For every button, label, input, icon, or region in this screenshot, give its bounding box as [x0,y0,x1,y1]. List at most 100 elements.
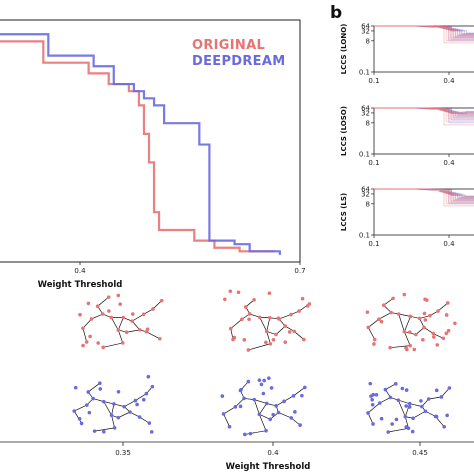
y-tick-label: 32 [361,109,370,117]
lccs-curve [374,107,474,121]
network-node [291,394,296,398]
network-edge [117,317,124,331]
network-edge [412,410,426,419]
lccs-curve [374,188,474,202]
network-edge [368,318,380,328]
y-tick-label: 64 [361,105,370,113]
y-tick-label: 8 [366,119,370,127]
network-edge [118,411,131,418]
network-node [137,415,142,419]
network-node [98,381,102,386]
network-node [388,345,392,350]
lccs-panel-frame [373,25,474,73]
network-edge [409,403,422,407]
series-line-original [0,40,275,253]
network-grid [72,289,457,437]
network-x-axis-label: Weight Threshold [226,462,311,472]
network-node [428,313,432,318]
lccs-curve [374,188,474,199]
network-node [421,337,425,342]
network-node [410,429,415,434]
network-node [259,382,264,387]
network-node [79,421,84,426]
network-node [78,312,82,317]
network-node [86,390,91,394]
network-node [109,413,114,418]
lccs-curve [374,188,474,198]
network-node [396,312,401,316]
network-node [426,397,431,401]
network-thumbnail [365,292,457,352]
network-node [262,378,266,383]
network-node [86,301,91,306]
network-edge [103,342,123,348]
network-edge [367,327,376,340]
panel-b-letter: b [330,3,342,23]
network-edge [259,414,267,431]
network-node [240,317,244,322]
network-edge [129,411,140,418]
network-node [220,394,225,398]
network-node [227,424,232,429]
lccs-curve [374,188,474,202]
network-x-tick: 0.45 [412,449,428,457]
x-tick-label: 0.1 [368,159,379,167]
network-node [372,342,376,346]
lccs-curve [374,107,474,119]
network-node [243,305,248,309]
network-node [368,381,373,386]
network-node [146,374,151,379]
network-x-tick: 0.35 [115,449,131,457]
network-edge [404,316,411,332]
network-node [400,386,405,391]
y-axis-label: LCCS (LOSO) [340,106,348,156]
network-edge [367,412,374,425]
network-node [87,410,92,415]
network-node [100,312,105,316]
network-node [144,391,149,396]
network-edge [248,343,271,351]
network-node [89,317,94,321]
x-tick-label: 0.4 [74,267,86,275]
network-edge [91,313,103,320]
network-node [128,410,132,414]
network-node [425,298,429,302]
network-edge [278,314,292,320]
network-edge [278,412,292,419]
network-node [391,296,395,301]
lccs-curve [374,25,474,36]
network-node [77,416,82,421]
lccs-curve [374,25,474,44]
network-node [107,309,111,313]
lccs-curve [374,107,474,117]
network-edge [385,383,396,390]
network-edge [152,300,162,310]
network-thumbnail [366,381,452,434]
x-axis-label: Weight Threshold [38,280,123,290]
network-edge [398,313,411,317]
network-node [124,330,129,335]
network-node [118,302,123,306]
lccs-curve [374,25,474,42]
y-tick-label: 0.1 [359,232,370,240]
network-edge [378,312,392,320]
network-node [282,399,286,404]
lccs-curve [374,25,474,37]
network-edge [259,414,271,420]
lccs-curve [374,107,474,124]
network-node [419,399,423,403]
lccs-curve [374,188,474,205]
network-node [248,431,253,436]
lccs-curve [374,25,474,42]
lccs-curve [374,188,474,199]
y-tick-label: 0.1 [359,151,370,159]
network-node [261,391,266,396]
network-node [453,321,457,326]
lccs-curve [374,25,474,39]
network-node [404,404,409,408]
network-edge [398,400,406,417]
lccs-curve [374,188,474,201]
network-node [85,403,89,407]
network-node [246,379,251,384]
